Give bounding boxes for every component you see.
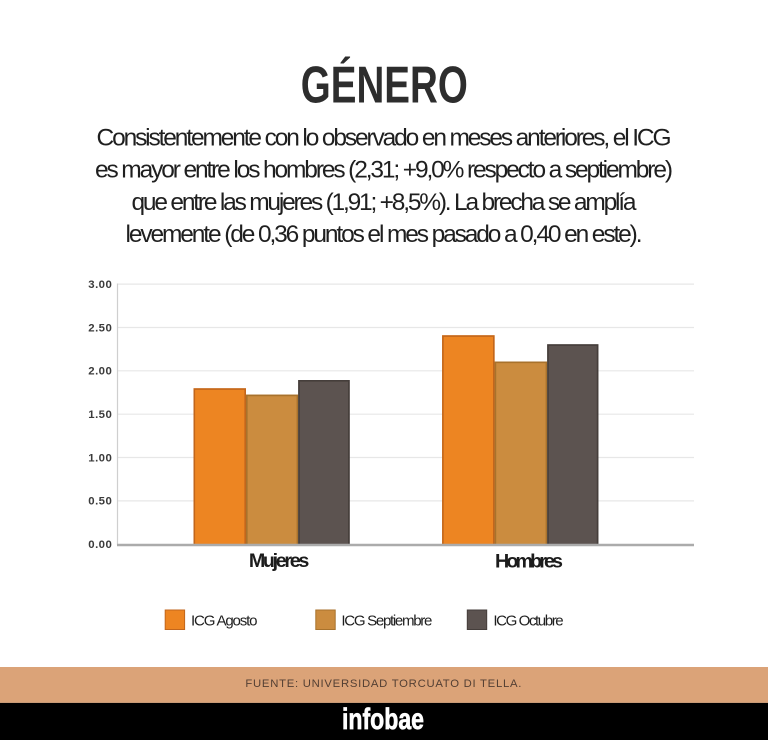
svg-text:0.00: 0.00 [88,539,112,551]
svg-text:ICG Octubre: ICG Octubre [493,613,563,630]
svg-text:que entre las mujeres (1,91; +: que entre las mujeres (1,91; +8,5%). La … [132,189,637,216]
svg-text:GÉNERO: GÉNERO [301,56,468,114]
svg-text:0.50: 0.50 [88,496,112,508]
svg-text:3.00: 3.00 [88,279,112,291]
svg-text:ICG Agosto: ICG Agosto [191,613,258,630]
svg-text:infobae: infobae [342,703,424,736]
svg-text:Consistentemente con lo observ: Consistentemente con lo observado en mes… [97,124,672,151]
svg-text:Mujeres: Mujeres [249,550,310,572]
svg-text:2.50: 2.50 [88,322,112,334]
svg-text:FUENTE: UNIVERSIDAD TORCUATO D: FUENTE: UNIVERSIDAD TORCUATO DI TELLA. [245,678,521,690]
svg-text:Hombres: Hombres [495,550,563,572]
svg-text:levemente (de 0,36 puntos el m: levemente (de 0,36 puntos el mes pasado … [126,221,643,248]
svg-text:ICG Septiembre: ICG Septiembre [341,613,432,630]
svg-text:2.00: 2.00 [88,366,112,378]
svg-text:1.00: 1.00 [88,452,112,464]
svg-text:es mayor entre los hombres (2,: es mayor entre los hombres (2,31; +9,0% … [95,157,673,184]
svg-text:1.50: 1.50 [88,409,112,421]
